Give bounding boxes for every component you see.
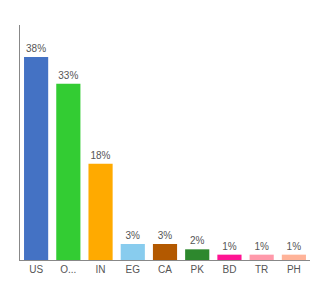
svg-text:33%: 33% xyxy=(58,70,78,81)
svg-text:US: US xyxy=(29,264,43,275)
svg-text:38%: 38% xyxy=(26,43,46,54)
svg-text:IN: IN xyxy=(96,264,106,275)
svg-text:1%: 1% xyxy=(222,241,237,252)
svg-text:CA: CA xyxy=(158,264,172,275)
svg-text:PH: PH xyxy=(287,264,301,275)
svg-text:3%: 3% xyxy=(158,230,173,241)
svg-text:TR: TR xyxy=(255,264,268,275)
svg-text:2%: 2% xyxy=(190,235,205,246)
svg-text:BD: BD xyxy=(222,264,236,275)
svg-text:3%: 3% xyxy=(125,230,140,241)
svg-text:18%: 18% xyxy=(90,150,110,161)
svg-text:PK: PK xyxy=(191,264,205,275)
svg-text:EG: EG xyxy=(126,264,141,275)
svg-text:1%: 1% xyxy=(287,241,302,252)
svg-text:1%: 1% xyxy=(254,241,269,252)
svg-text:O...: O... xyxy=(60,264,76,275)
